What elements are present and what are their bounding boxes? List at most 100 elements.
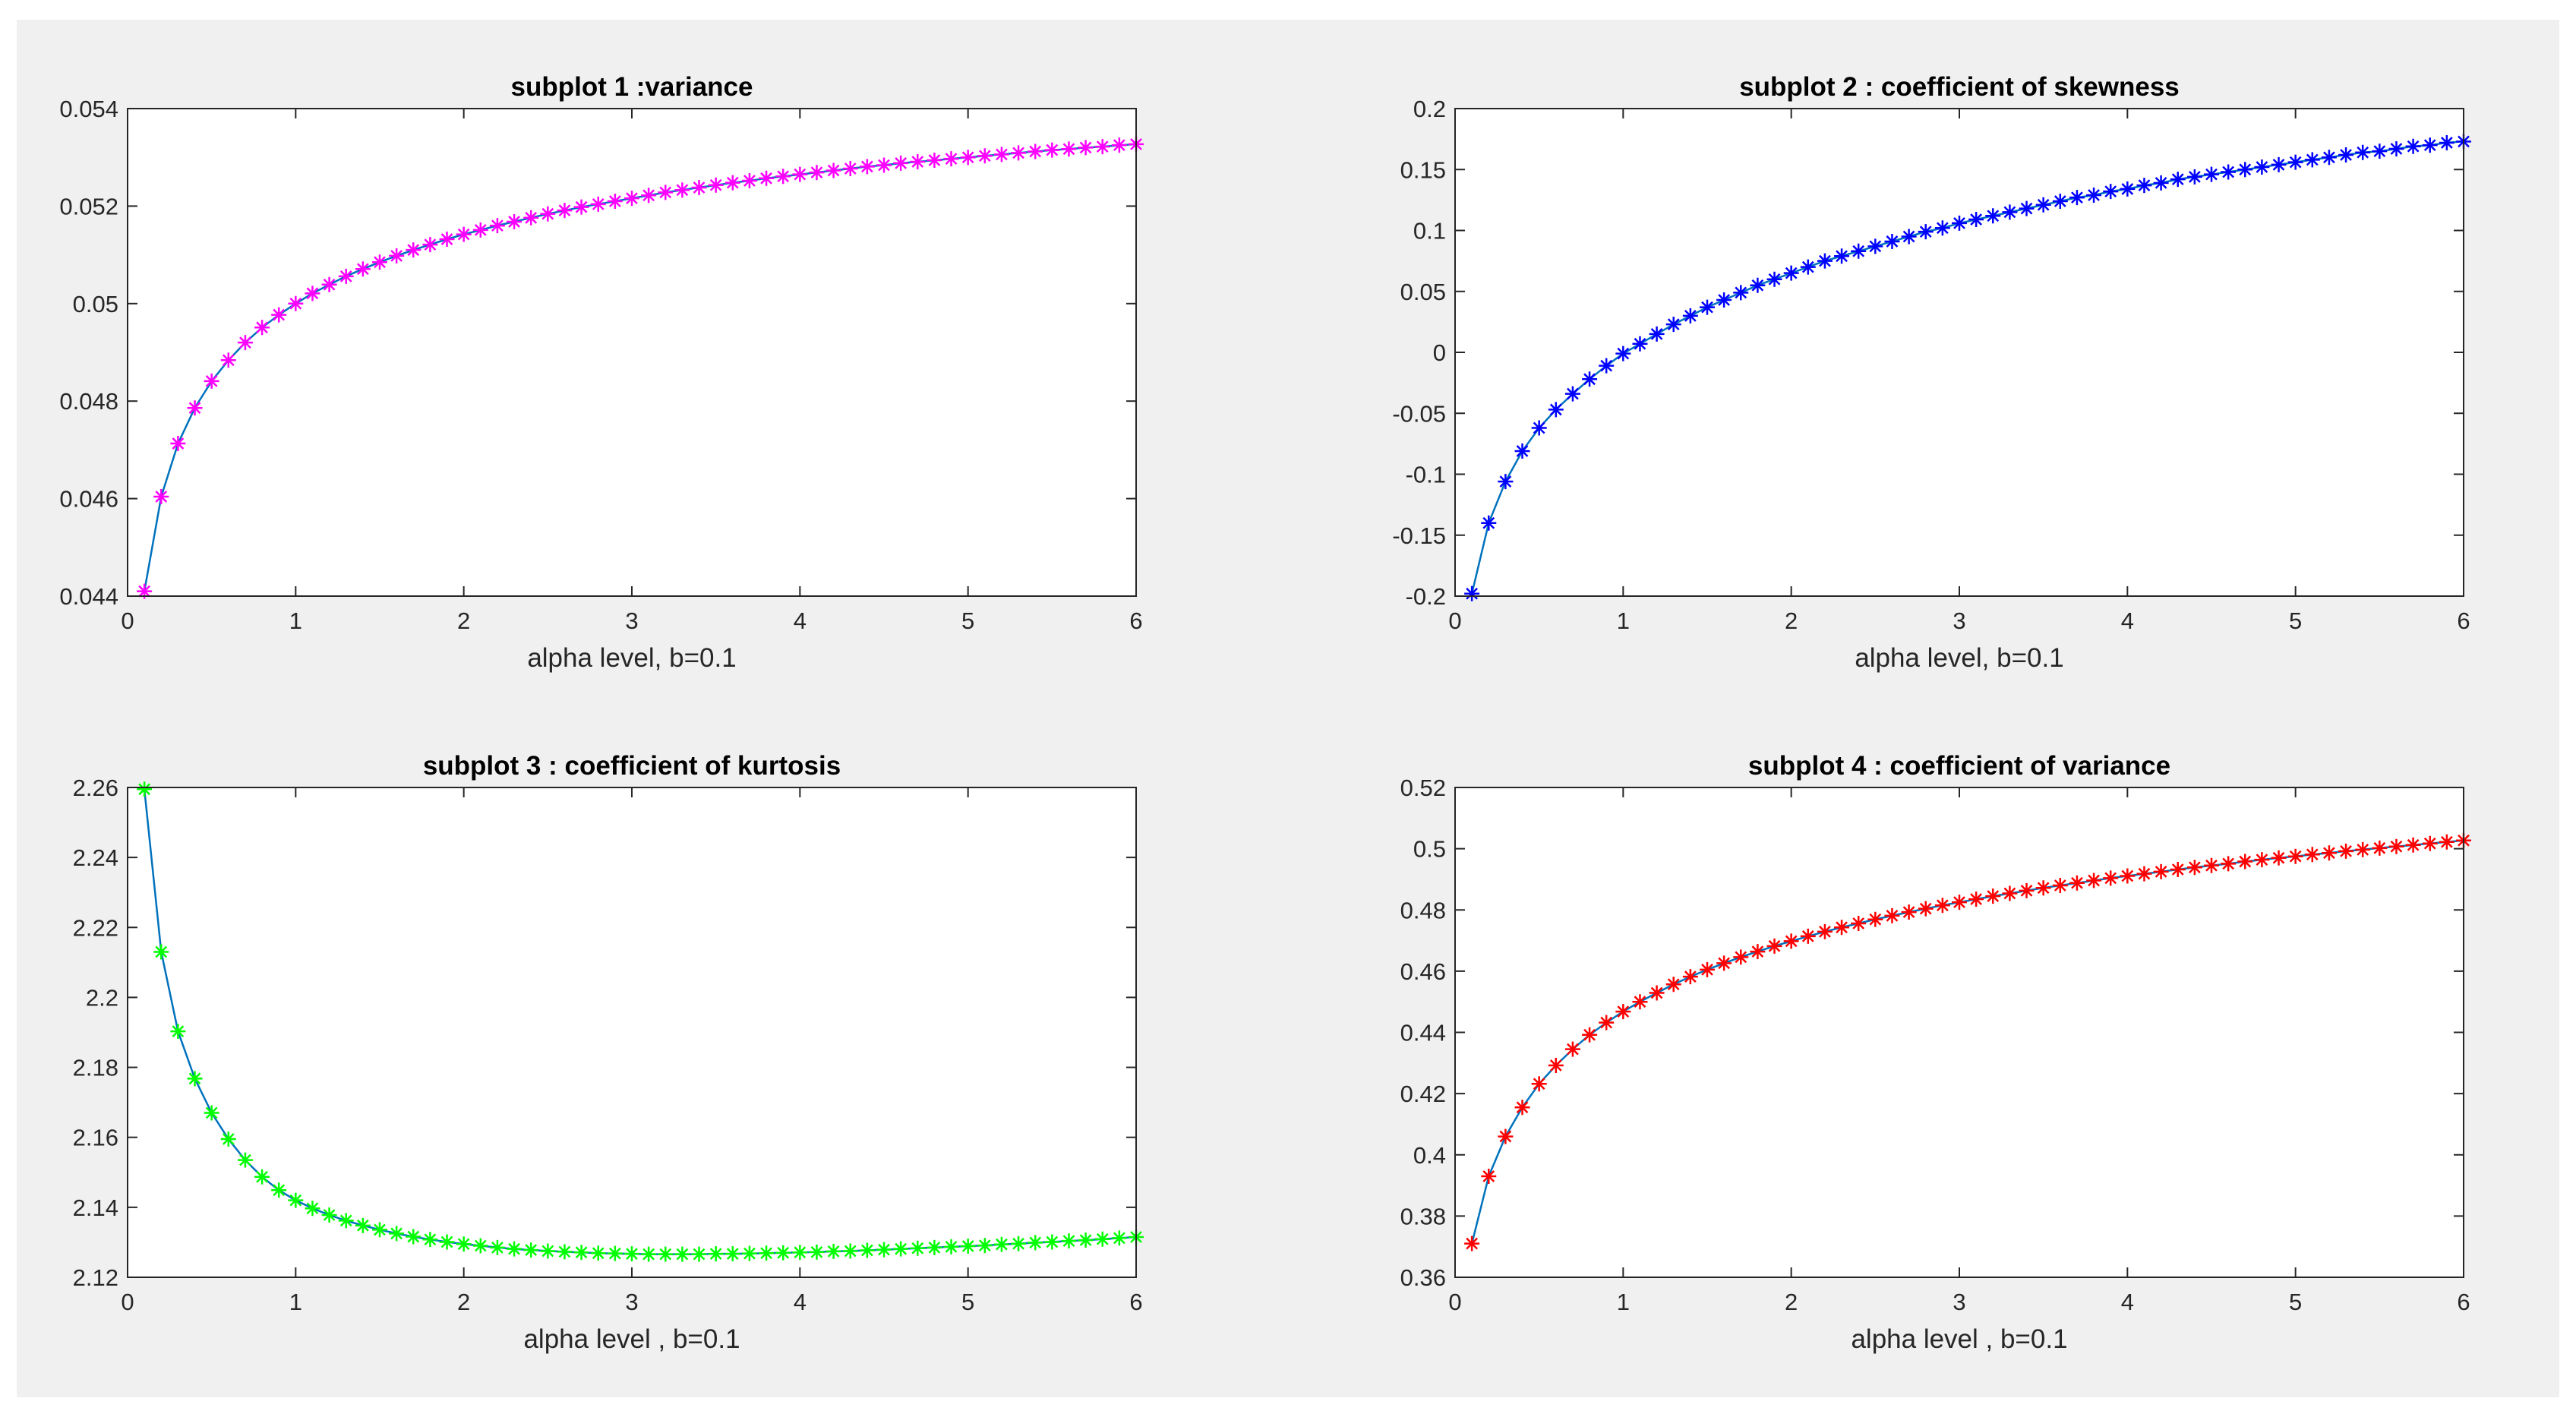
data-point — [2254, 159, 2270, 175]
subplot-title: subplot 4 : coefficient of variance — [1748, 751, 2170, 781]
data-point — [842, 1243, 858, 1259]
data-point — [2422, 835, 2438, 851]
data-point — [2069, 875, 2085, 891]
data-point — [1901, 229, 1917, 245]
data-point — [2254, 852, 2270, 868]
subplot-1: 0 1 2 3 4 5 6 0.044 0.046 0.048 0.05 0.052 0.054 subp… — [59, 72, 1144, 673]
data-point — [876, 1242, 892, 1258]
data-point — [1061, 141, 1077, 157]
data-point — [2086, 187, 2102, 203]
y-tick-label: 0.42 — [1400, 1081, 1446, 1107]
data-point — [2153, 863, 2169, 879]
data-point — [1094, 139, 1110, 155]
data-point — [406, 242, 421, 258]
data-point — [759, 170, 775, 186]
data-point — [321, 276, 337, 292]
y-tick-label: 2.24 — [73, 844, 118, 871]
data-point — [2086, 873, 2102, 888]
data-point — [1464, 585, 1480, 601]
data-point — [472, 222, 488, 238]
data-point — [288, 295, 304, 311]
subplot-4: 0 1 2 3 4 5 6 0.36 0.38 0.4 0.42 0.44 0.46 0.48 0.5 0.5… — [1400, 751, 2471, 1354]
y-tick-label: 0.15 — [1400, 156, 1446, 183]
x-tick-label: 4 — [2121, 608, 2134, 634]
data-point — [2153, 175, 2169, 191]
data-point — [507, 1241, 522, 1257]
data-point — [1918, 901, 1934, 917]
data-point — [2271, 156, 2287, 172]
data-point — [792, 1245, 808, 1261]
data-point — [1918, 224, 1934, 240]
y-tick-label: 2.14 — [73, 1195, 118, 1221]
data-point — [2103, 870, 2119, 886]
subplot-title: subplot 2 : coefficient of skewness — [1739, 72, 2180, 102]
data-point — [1011, 145, 1027, 161]
data-point — [456, 1236, 472, 1252]
data-point — [1111, 137, 1127, 153]
data-point — [724, 175, 740, 191]
y-tick-label: 0.052 — [59, 193, 118, 219]
data-point — [2439, 134, 2454, 150]
y-tick-label: 2.22 — [73, 914, 118, 941]
data-point — [1817, 253, 1833, 269]
data-point — [1851, 915, 1867, 931]
data-point — [590, 1245, 606, 1261]
x-tick-label: 6 — [1129, 1289, 1142, 1315]
data-point — [2439, 834, 2454, 850]
data-point — [1952, 895, 1967, 910]
data-point — [254, 320, 270, 336]
data-point — [1531, 1076, 1547, 1092]
axes-frame — [1454, 787, 2464, 1278]
data-point — [2304, 847, 2320, 863]
data-point — [2035, 197, 2051, 213]
data-point — [1481, 1168, 1497, 1184]
data-point — [1901, 904, 1917, 920]
data-point — [1934, 898, 1950, 914]
data-point — [859, 159, 875, 175]
data-point — [557, 203, 573, 219]
data-point — [1044, 142, 1060, 158]
x-tick-label: 4 — [794, 608, 807, 634]
data-point — [1750, 944, 1766, 960]
data-point — [2170, 172, 2186, 188]
data-point — [1817, 923, 1833, 939]
y-tick-label: 0.2 — [1413, 96, 1446, 122]
data-point — [439, 232, 455, 248]
x-tick-label: 5 — [2289, 608, 2302, 634]
data-point — [809, 1244, 825, 1260]
data-point — [472, 1238, 488, 1254]
y-tick-label: 0.05 — [73, 291, 118, 317]
data-point — [389, 1226, 405, 1242]
data-point — [1985, 208, 2001, 224]
x-tick-label: 1 — [289, 1289, 302, 1315]
data-point — [691, 180, 707, 196]
data-point — [876, 157, 892, 173]
data-point — [1716, 292, 1732, 308]
data-point — [960, 150, 976, 166]
x-tick-label: 0 — [121, 608, 134, 634]
data-point — [775, 169, 791, 185]
data-point — [842, 160, 858, 176]
data-point — [674, 182, 690, 198]
data-point — [1582, 371, 1598, 387]
data-point — [759, 1245, 775, 1261]
x-tick-label: 2 — [1785, 1289, 1798, 1315]
data-point — [1548, 402, 1564, 418]
data-point — [1700, 299, 1715, 315]
data-point — [338, 1213, 354, 1229]
data-point — [2186, 169, 2202, 185]
data-point — [590, 196, 606, 212]
data-point — [2002, 885, 2018, 901]
data-point — [910, 153, 926, 169]
data-point — [187, 400, 203, 416]
data-point — [439, 1234, 455, 1250]
data-point — [271, 307, 287, 323]
data-point — [573, 1245, 589, 1261]
data-point — [792, 166, 808, 182]
data-point — [927, 1239, 942, 1255]
y-tick-label: 2.12 — [73, 1264, 118, 1291]
axes-frame — [127, 108, 1137, 597]
data-point — [1733, 285, 1749, 301]
data-point — [2186, 860, 2202, 876]
data-point — [910, 1240, 926, 1256]
